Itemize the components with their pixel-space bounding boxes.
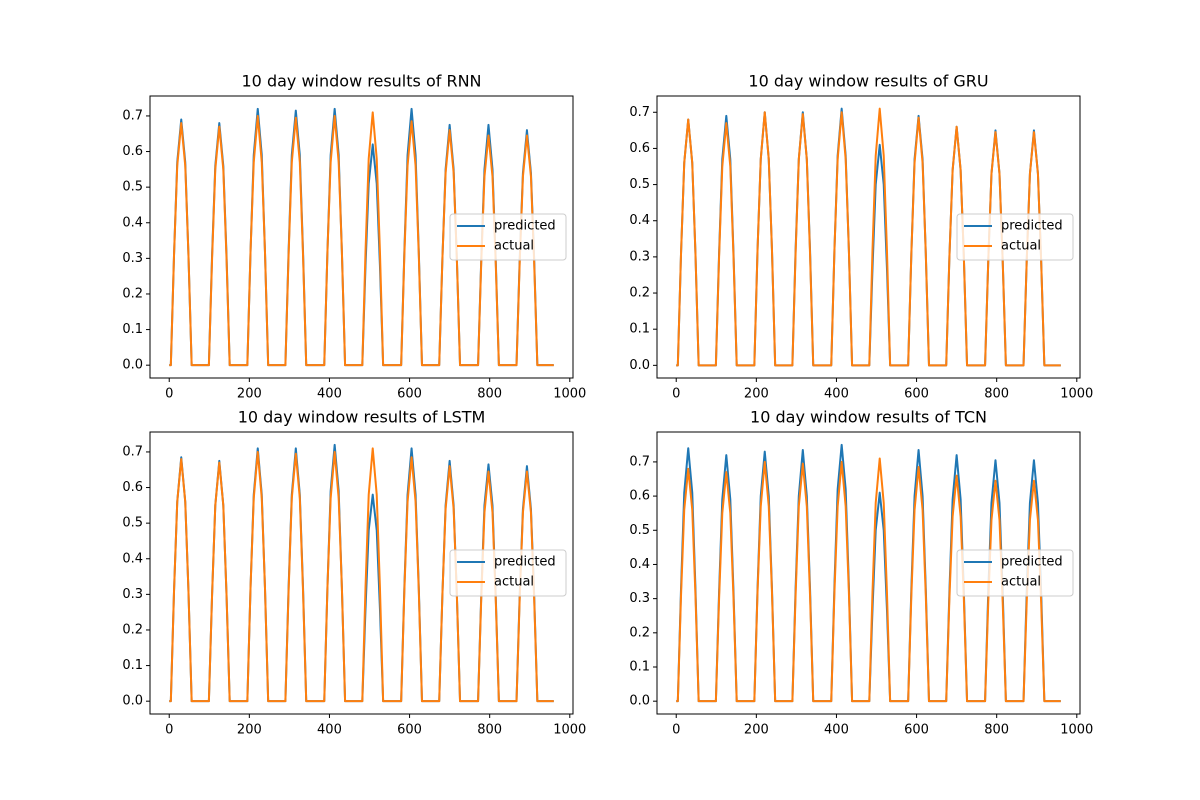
y-tick-label: 0.6 xyxy=(122,480,143,495)
x-tick-label: 1000 xyxy=(553,723,586,738)
x-tick-label: 600 xyxy=(904,387,929,402)
y-tick-label: 0.0 xyxy=(629,358,650,373)
x-tick-label: 1000 xyxy=(1060,723,1093,738)
x-tick-label: 400 xyxy=(317,723,342,738)
y-tick-label: 0.3 xyxy=(629,591,650,606)
legend-label: predicted xyxy=(1001,219,1063,234)
chart-title: 10 day window results of TCN xyxy=(750,408,987,427)
x-tick-label: 0 xyxy=(672,387,680,402)
x-tick-label: 200 xyxy=(237,387,262,402)
series-line xyxy=(169,447,554,703)
x-tick-label: 400 xyxy=(824,387,849,402)
y-tick-label: 0.3 xyxy=(122,251,143,266)
y-tick-label: 0.2 xyxy=(122,286,143,301)
y-tick-label: 0.5 xyxy=(122,180,143,195)
axes-frame xyxy=(656,431,1081,715)
y-tick-label: 0.7 xyxy=(629,454,650,469)
axes-frame xyxy=(656,95,1081,379)
y-tick-label: 0.3 xyxy=(629,249,650,264)
chart-title: 10 day window results of GRU xyxy=(748,72,988,91)
y-tick-label: 0.1 xyxy=(122,322,143,337)
legend-label: actual xyxy=(1001,239,1041,254)
x-tick-label: 200 xyxy=(237,723,262,738)
x-tick-label: 0 xyxy=(165,387,173,402)
x-tick-label: 200 xyxy=(744,723,769,738)
axes-frame xyxy=(149,95,574,379)
series-line xyxy=(676,107,1061,367)
y-tick-label: 0.5 xyxy=(629,177,650,192)
axes-frame xyxy=(149,431,574,715)
x-tick-label: 600 xyxy=(904,723,929,738)
y-tick-label: 0.7 xyxy=(122,108,143,123)
y-tick-label: 0.4 xyxy=(122,551,143,566)
y-tick-label: 0.4 xyxy=(629,557,650,572)
chart-title: 10 day window results of RNN xyxy=(242,72,482,91)
y-tick-label: 0.7 xyxy=(122,444,143,459)
x-tick-label: 400 xyxy=(317,387,342,402)
y-tick-label: 0.0 xyxy=(629,694,650,709)
legend-label: actual xyxy=(494,575,534,590)
y-tick-label: 0.2 xyxy=(629,286,650,301)
y-tick-label: 0.4 xyxy=(629,213,650,228)
series-line xyxy=(676,457,1061,703)
y-tick-label: 0.1 xyxy=(122,658,143,673)
chart-title: 10 day window results of LSTM xyxy=(238,408,486,427)
y-tick-label: 0.0 xyxy=(122,694,143,709)
y-tick-label: 0.5 xyxy=(629,523,650,538)
x-tick-label: 400 xyxy=(824,723,849,738)
x-tick-label: 600 xyxy=(397,723,422,738)
y-tick-label: 0.1 xyxy=(629,660,650,675)
series-line xyxy=(169,111,554,367)
y-tick-label: 0.0 xyxy=(122,358,143,373)
legend-label: actual xyxy=(494,239,534,254)
x-tick-label: 600 xyxy=(397,387,422,402)
y-tick-label: 0.2 xyxy=(629,625,650,640)
x-tick-label: 1000 xyxy=(1060,387,1093,402)
legend-label: actual xyxy=(1001,575,1041,590)
y-tick-label: 0.2 xyxy=(122,622,143,637)
y-tick-label: 0.5 xyxy=(122,516,143,531)
x-tick-label: 800 xyxy=(984,387,1009,402)
y-tick-label: 0.3 xyxy=(122,587,143,602)
legend-label: predicted xyxy=(494,555,556,570)
legend-label: predicted xyxy=(1001,555,1063,570)
y-tick-label: 0.4 xyxy=(122,215,143,230)
x-tick-label: 800 xyxy=(984,723,1009,738)
x-tick-label: 0 xyxy=(165,723,173,738)
y-tick-label: 0.6 xyxy=(629,141,650,156)
y-tick-label: 0.7 xyxy=(629,105,650,120)
x-tick-label: 800 xyxy=(477,723,502,738)
y-tick-label: 0.6 xyxy=(629,489,650,504)
x-tick-label: 1000 xyxy=(553,387,586,402)
x-tick-label: 200 xyxy=(744,387,769,402)
y-tick-label: 0.1 xyxy=(629,322,650,337)
x-tick-label: 0 xyxy=(672,723,680,738)
legend-label: predicted xyxy=(494,219,556,234)
x-tick-label: 800 xyxy=(477,387,502,402)
y-tick-label: 0.6 xyxy=(122,144,143,159)
